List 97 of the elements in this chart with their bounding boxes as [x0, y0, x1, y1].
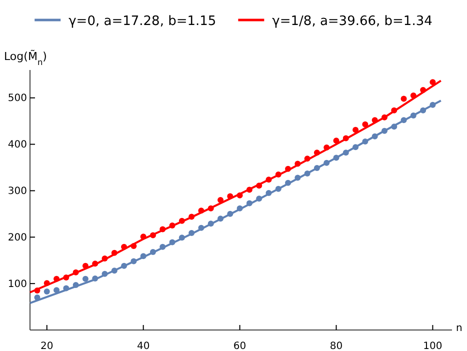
point	[121, 244, 128, 250]
point	[410, 92, 416, 99]
x-axis-title: n	[456, 323, 462, 334]
point	[218, 216, 224, 222]
point	[324, 144, 330, 151]
point	[342, 150, 349, 156]
point	[430, 102, 436, 108]
x-tick-label: 40	[136, 341, 150, 351]
point	[198, 208, 204, 214]
point	[92, 275, 98, 282]
point	[372, 133, 378, 140]
point	[140, 234, 146, 240]
point	[82, 262, 88, 269]
y-tick-label: 500	[8, 93, 27, 104]
point	[178, 218, 185, 224]
point	[285, 166, 292, 172]
legend-label: γ=1/8, a=39.66, b=1.34	[272, 14, 432, 29]
point	[362, 121, 368, 128]
point	[82, 276, 88, 282]
point	[333, 138, 340, 144]
point	[246, 200, 252, 206]
point	[352, 144, 359, 150]
point	[178, 234, 185, 241]
point	[275, 171, 282, 178]
point	[54, 287, 60, 294]
point	[362, 138, 368, 144]
point	[63, 285, 70, 292]
point	[44, 288, 50, 294]
point	[314, 150, 320, 156]
point	[54, 276, 60, 282]
y-tick-label: 200	[8, 232, 27, 244]
x-tick-label: 60	[233, 341, 246, 351]
point	[102, 256, 108, 262]
point	[160, 244, 166, 250]
point	[285, 180, 292, 186]
point	[130, 242, 137, 249]
point	[34, 294, 40, 300]
point	[266, 190, 272, 196]
point	[381, 114, 388, 120]
point	[198, 224, 204, 231]
point	[275, 186, 282, 192]
y-tick-label: 100	[8, 278, 27, 290]
point	[304, 156, 310, 162]
point	[227, 193, 234, 200]
point	[236, 205, 243, 212]
y-tick-label: 400	[8, 139, 27, 150]
point	[102, 270, 108, 277]
point	[256, 196, 262, 202]
x-tick-label: 20	[40, 341, 54, 351]
point	[294, 160, 301, 167]
point	[236, 192, 243, 198]
point	[342, 135, 349, 142]
point	[304, 170, 310, 177]
point	[150, 232, 156, 238]
point	[169, 239, 176, 246]
point	[430, 79, 436, 86]
point	[92, 260, 98, 267]
point	[111, 250, 118, 256]
point	[111, 268, 118, 274]
point	[44, 280, 50, 286]
point	[256, 182, 262, 189]
point	[333, 154, 340, 161]
point	[324, 160, 330, 166]
point	[188, 214, 195, 220]
point	[314, 164, 320, 171]
point	[169, 222, 176, 229]
point	[420, 107, 426, 114]
point	[160, 226, 166, 232]
y-axis-title: Log(M̃$_{n}$)	[4, 48, 47, 67]
point	[208, 220, 214, 227]
point	[391, 124, 398, 130]
point	[400, 96, 407, 102]
x-tick-label: 80	[330, 341, 343, 351]
legend-label: γ=0, a=17.28, b=1.15	[68, 14, 216, 29]
x-tick-label: 100	[423, 341, 442, 351]
point	[420, 86, 426, 93]
point	[266, 176, 272, 183]
point	[352, 126, 359, 133]
point	[218, 197, 224, 203]
point	[34, 288, 40, 294]
point	[121, 262, 128, 269]
point	[294, 174, 301, 181]
point	[381, 128, 388, 134]
point	[410, 112, 416, 118]
point	[246, 186, 252, 193]
y-tick-label: 300	[8, 186, 27, 197]
point	[140, 253, 146, 260]
point	[63, 274, 70, 281]
point	[72, 269, 79, 276]
point	[130, 258, 137, 264]
point	[208, 205, 214, 212]
point	[150, 249, 156, 255]
point	[391, 107, 398, 114]
point	[72, 282, 79, 288]
point	[400, 117, 407, 124]
point	[227, 210, 234, 217]
point	[188, 230, 195, 236]
